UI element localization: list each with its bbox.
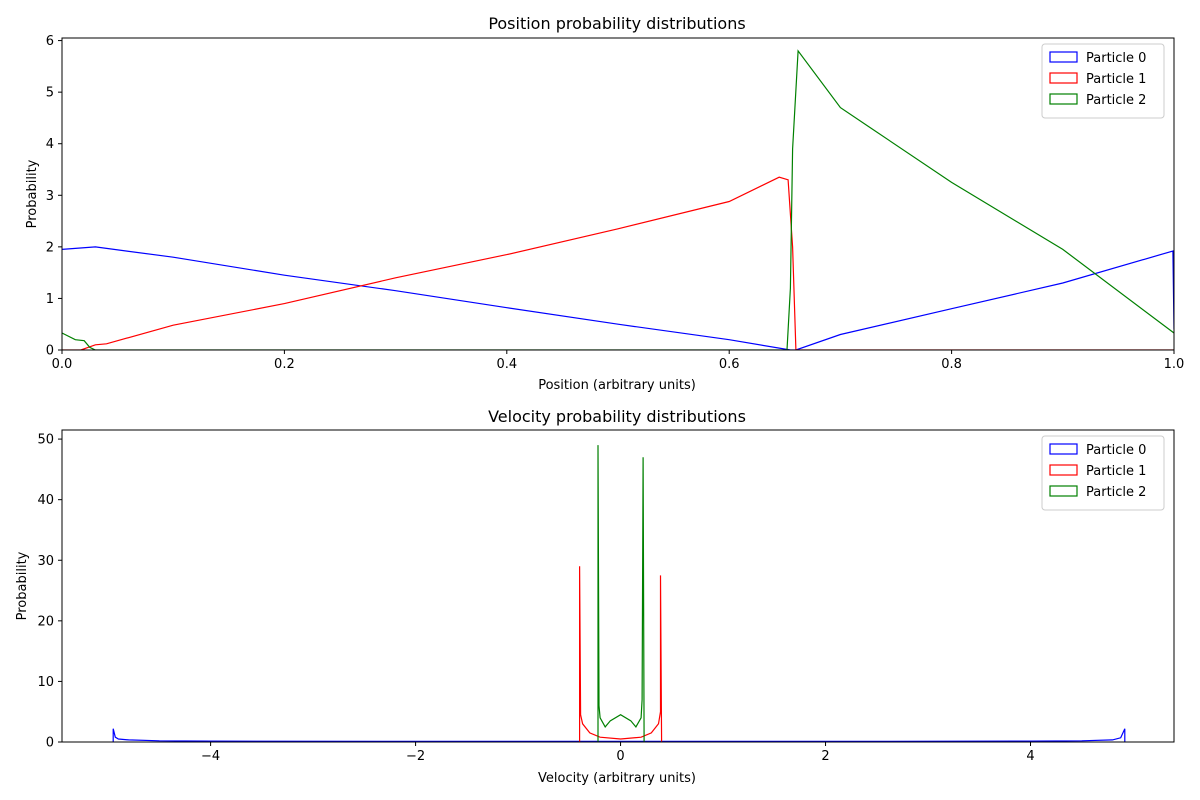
velocity-y-tick-label: 0 bbox=[46, 736, 54, 751]
position-y-tick-label: 4 bbox=[46, 137, 54, 152]
position-x-tick-label: 0.0 bbox=[52, 357, 73, 372]
velocity-legend: Particle 0 Particle 1 Particle 2 bbox=[1041, 435, 1165, 511]
velocity-series-2-line bbox=[597, 445, 645, 742]
velocity-y-tick-label: 40 bbox=[37, 493, 54, 508]
velocity-chart: Velocity probability distributions −4 −2 0… bbox=[15, 407, 1175, 786]
position-x-tick-label: 0.8 bbox=[941, 357, 962, 372]
position-legend-swatch bbox=[1049, 51, 1078, 63]
position-series-0-line bbox=[62, 246, 1174, 350]
position-chart: Position probability distributions 0.0 0.… bbox=[25, 14, 1184, 393]
velocity-y-tick-label: 30 bbox=[37, 554, 54, 569]
position-chart-title: Position probability distributions bbox=[488, 14, 745, 33]
position-legend-label: Particle 1 bbox=[1086, 72, 1146, 87]
position-y-tick-label: 5 bbox=[46, 86, 54, 101]
position-series-2-line bbox=[62, 49, 1174, 350]
velocity-y-axis-label: Probability bbox=[15, 551, 30, 620]
velocity-legend-label: Particle 0 bbox=[1086, 443, 1146, 458]
velocity-series-0-line bbox=[112, 728, 1126, 742]
velocity-chart-title: Velocity probability distributions bbox=[488, 407, 746, 426]
position-x-axis-label: Position (arbitrary units) bbox=[538, 378, 696, 393]
velocity-legend-swatch bbox=[1049, 464, 1078, 476]
velocity-y-tick-label: 10 bbox=[37, 675, 54, 690]
position-y-tick-label: 6 bbox=[46, 34, 54, 49]
position-legend-label: Particle 2 bbox=[1086, 93, 1146, 108]
velocity-x-tick-label: 4 bbox=[1026, 749, 1034, 764]
velocity-x-tick-label: −2 bbox=[406, 749, 425, 764]
velocity-y-tick-label: 20 bbox=[37, 614, 54, 629]
position-x-tick-label: 1.0 bbox=[1164, 357, 1185, 372]
velocity-x-tick-label: 2 bbox=[821, 749, 829, 764]
position-x-tick-label: 0.4 bbox=[496, 357, 517, 372]
velocity-legend-swatch bbox=[1049, 443, 1078, 455]
position-y-tick-label: 0 bbox=[46, 344, 54, 359]
position-legend-label: Particle 0 bbox=[1086, 51, 1146, 66]
velocity-x-axis-label: Velocity (arbitrary units) bbox=[538, 771, 696, 786]
position-plot-area: 0.0 0.2 0.4 0.6 0.8 1.0 0 1 2 3 4 5 6 bbox=[46, 34, 1185, 372]
velocity-y-tick-label: 50 bbox=[37, 433, 54, 448]
position-y-tick-label: 3 bbox=[46, 189, 54, 204]
velocity-axes-frame bbox=[61, 429, 1175, 743]
position-y-axis-label: Probability bbox=[25, 159, 40, 228]
position-x-tick-label: 0.6 bbox=[719, 357, 740, 372]
position-y-tick-label: 1 bbox=[46, 292, 54, 307]
velocity-series-1-line bbox=[578, 566, 663, 742]
position-y-tick-label: 2 bbox=[46, 240, 54, 255]
velocity-legend-label: Particle 2 bbox=[1086, 485, 1146, 500]
velocity-x-tick-label: 0 bbox=[616, 749, 624, 764]
position-legend-swatch bbox=[1049, 93, 1078, 105]
position-legend: Particle 0 Particle 1 Particle 2 bbox=[1041, 43, 1165, 119]
velocity-legend-label: Particle 1 bbox=[1086, 464, 1146, 479]
position-legend-swatch bbox=[1049, 72, 1078, 84]
position-axes-frame bbox=[61, 37, 1175, 351]
position-x-tick-label: 0.2 bbox=[274, 357, 295, 372]
velocity-legend-swatch bbox=[1049, 485, 1078, 497]
velocity-x-tick-label: −4 bbox=[201, 749, 220, 764]
